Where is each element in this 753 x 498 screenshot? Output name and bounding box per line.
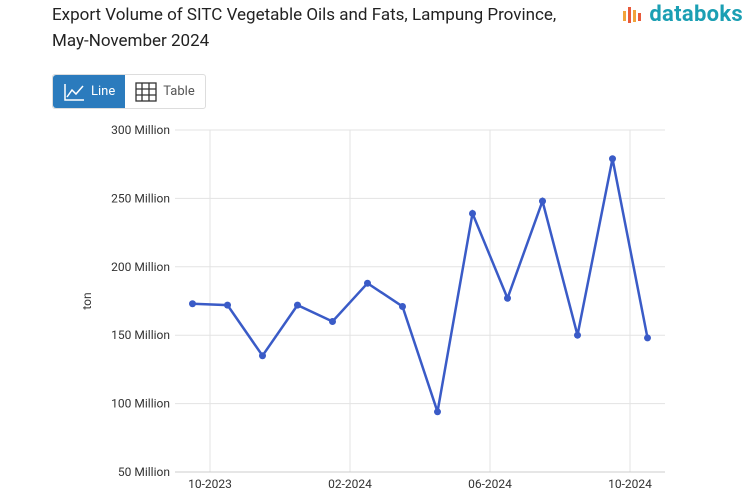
x-tick-label: 06-2024 bbox=[468, 477, 512, 491]
line-tab[interactable]: Line bbox=[53, 75, 126, 108]
x-tick-label: 10-2024 bbox=[608, 477, 652, 491]
line-icon bbox=[64, 83, 84, 101]
data-point bbox=[574, 331, 581, 339]
x-tick-label: 10-2023 bbox=[188, 477, 232, 491]
chart-title: Export Volume of SITC Vegetable Oils and… bbox=[52, 5, 557, 51]
brand-icon bbox=[623, 6, 642, 23]
y-tick-label: 50 Million bbox=[118, 465, 170, 479]
brand-name: databoks bbox=[649, 2, 743, 27]
data-point bbox=[539, 197, 546, 205]
data-point bbox=[469, 209, 476, 217]
y-tick-label: 250 Million bbox=[111, 191, 170, 205]
series-line bbox=[192, 158, 649, 413]
data-point bbox=[364, 279, 371, 287]
data-point bbox=[329, 318, 336, 326]
data-point bbox=[294, 301, 301, 309]
y-tick-label: 100 Million bbox=[111, 397, 170, 411]
y-tick-label: 200 Million bbox=[111, 260, 170, 274]
data-point bbox=[609, 155, 616, 163]
view-tabs: Line Table bbox=[52, 74, 206, 109]
data-point bbox=[504, 294, 511, 302]
data-point bbox=[224, 301, 231, 309]
tab-label: Table bbox=[163, 84, 195, 99]
y-axis-label: ton bbox=[80, 292, 94, 309]
table-icon bbox=[135, 81, 157, 102]
y-tick-label: 300 Million bbox=[111, 123, 170, 137]
tab-label: Line bbox=[91, 84, 116, 99]
data-point bbox=[399, 302, 406, 310]
data-point bbox=[259, 352, 266, 360]
data-point bbox=[434, 408, 441, 416]
y-tick-label: 150 Million bbox=[111, 328, 170, 342]
brand-logo: databoks bbox=[622, 2, 743, 27]
data-point bbox=[644, 334, 651, 342]
table-tab[interactable]: Table bbox=[125, 75, 204, 108]
x-tick-label: 02-2024 bbox=[328, 477, 372, 491]
data-point bbox=[189, 300, 196, 308]
